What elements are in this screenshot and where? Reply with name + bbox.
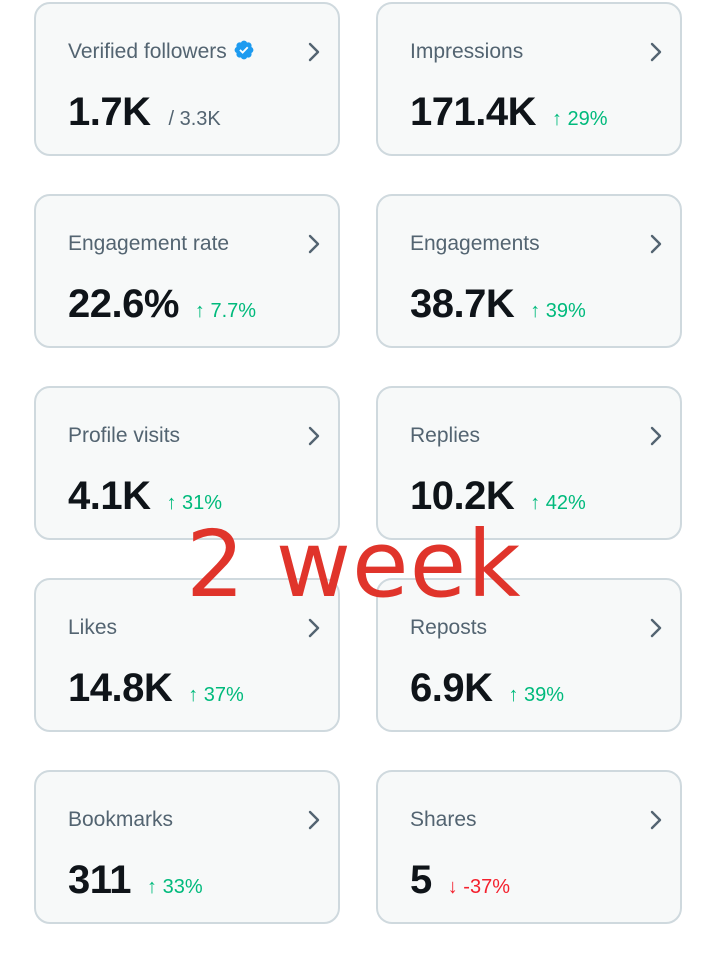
metric-delta: ↑ 31%: [166, 492, 223, 514]
metric-value: 311: [68, 858, 132, 902]
metric-title: Engagement rate: [68, 232, 230, 255]
chevron-right-icon: [308, 810, 320, 830]
metric-title: Verified followers: [68, 39, 255, 65]
metric-delta: ↓ -37%: [447, 876, 510, 898]
metric-title: Shares: [410, 808, 477, 831]
metric-title: Likes: [68, 616, 118, 639]
metric-value-row: 311 ↑ 33%: [68, 858, 203, 906]
metric-value: 10.2K: [410, 474, 515, 518]
metric-total: / 3.3K: [168, 108, 221, 130]
metric-value-row: 38.7K ↑ 39%: [410, 282, 586, 330]
metric-value: 1.7K: [68, 90, 151, 134]
chevron-right-icon: [308, 234, 320, 254]
metric-value-row: 1.7K / 3.3K: [68, 90, 221, 138]
chevron-right-icon: [650, 618, 662, 638]
chevron-right-icon: [650, 426, 662, 446]
overlay-annotation-text: 2 week: [186, 511, 522, 618]
metric-title: Profile visits: [68, 424, 181, 447]
metric-card-replies[interactable]: Replies 10.2K ↑ 42%: [376, 386, 682, 540]
metric-delta: ↑ 37%: [188, 684, 244, 706]
metric-title: Engagements: [410, 232, 540, 255]
metric-value-row: 10.2K ↑ 42%: [410, 474, 586, 522]
metric-value: 22.6%: [68, 282, 179, 326]
metric-card-shares[interactable]: Shares 5 ↓ -37%: [376, 770, 682, 924]
metric-delta: ↑ 42%: [530, 492, 586, 514]
metric-value: 38.7K: [410, 282, 515, 326]
metric-value-row: 6.9K ↑ 39%: [410, 666, 564, 714]
metric-card-profile-visits[interactable]: Profile visits 4.1K ↑ 31%: [34, 386, 340, 540]
metric-delta: ↑ 29%: [551, 108, 608, 130]
metric-delta: ↑ 39%: [508, 684, 565, 706]
chevron-right-icon: [308, 618, 320, 638]
metric-card-bookmarks[interactable]: Bookmarks 311 ↑ 33%: [34, 770, 340, 924]
verified-badge-icon: [234, 40, 254, 60]
metric-card-reposts[interactable]: Reposts 6.9K ↑ 39%: [376, 578, 682, 732]
metric-value: 6.9K: [410, 666, 493, 710]
metric-title: Bookmarks: [68, 808, 174, 831]
metric-value: 171.4K: [410, 90, 536, 134]
metric-delta: ↑ 33%: [147, 876, 203, 898]
metric-delta: ↑ 39%: [530, 300, 586, 322]
metric-value-row: 171.4K ↑ 29%: [410, 90, 608, 138]
metric-title: Replies: [410, 424, 481, 447]
chevron-right-icon: [308, 42, 320, 62]
chevron-right-icon: [650, 810, 662, 830]
chevron-right-icon: [308, 426, 320, 446]
metric-title: Reposts: [410, 616, 488, 639]
metric-value-row: 5 ↓ -37%: [410, 858, 510, 906]
metric-card-engagements[interactable]: Engagements 38.7K ↑ 39%: [376, 194, 682, 348]
metric-value-row: 22.6% ↑ 7.7%: [68, 282, 256, 330]
metric-value-row: 4.1K ↑ 31%: [68, 474, 222, 522]
metric-delta: ↑ 7.7%: [194, 300, 257, 322]
metric-card-engagement-rate[interactable]: Engagement rate 22.6% ↑ 7.7%: [34, 194, 340, 348]
metric-card-verified-followers[interactable]: Verified followers 1.7K / 3.3K: [34, 2, 340, 156]
metric-value: 4.1K: [68, 474, 151, 518]
metric-card-likes[interactable]: Likes 14.8K ↑ 37%: [34, 578, 340, 732]
metric-card-impressions[interactable]: Impressions 171.4K ↑ 29%: [376, 2, 682, 156]
metric-value: 14.8K: [68, 666, 173, 710]
chevron-right-icon: [650, 42, 662, 62]
chevron-right-icon: [650, 234, 662, 254]
metric-title: Impressions: [410, 40, 524, 63]
metric-value: 5: [410, 858, 432, 902]
metric-value-row: 14.8K ↑ 37%: [68, 666, 244, 714]
